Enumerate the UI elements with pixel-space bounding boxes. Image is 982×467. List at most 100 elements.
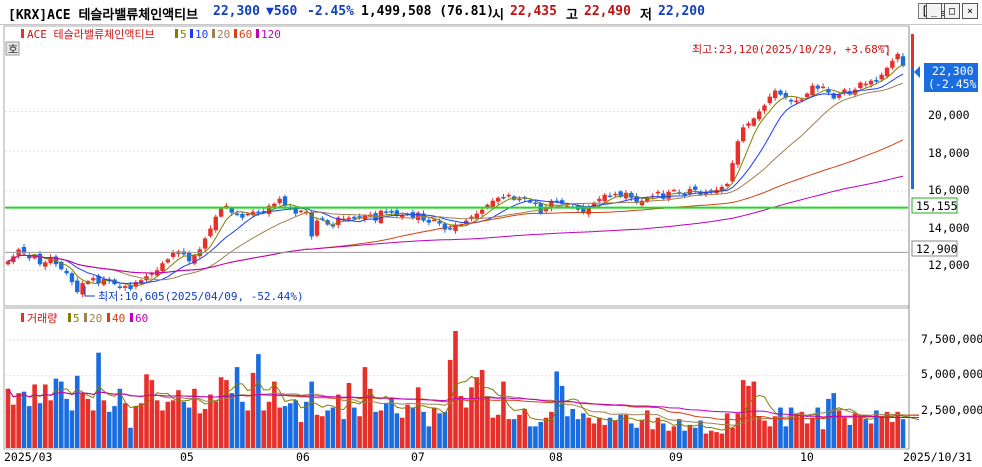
candle-body — [266, 205, 272, 215]
current-price-tag-value: 22,300 — [932, 64, 974, 78]
volume-bar — [655, 417, 661, 448]
volume-bar — [245, 410, 251, 448]
candle-body — [261, 211, 266, 213]
candle-body — [815, 85, 820, 89]
close-button[interactable]: × — [962, 3, 978, 19]
candle-body — [597, 198, 602, 202]
candle-body — [400, 214, 405, 218]
volume-bar — [80, 393, 85, 448]
volume-bar — [671, 426, 677, 448]
candle-body — [282, 196, 288, 206]
candle-body — [634, 196, 639, 203]
price-tick: 14,000 — [928, 221, 970, 235]
candle-body — [778, 90, 783, 95]
candle-body — [117, 286, 123, 289]
volume-bar — [250, 372, 256, 448]
volume-bar — [463, 407, 469, 448]
minimize-button[interactable]: _ — [926, 3, 942, 19]
volume-bar — [639, 420, 645, 448]
candle-body — [43, 262, 48, 267]
volume-ma-lines — [7, 375, 920, 431]
volume-bar — [378, 410, 384, 448]
chart-type-button[interactable] — [5, 41, 20, 56]
candle-body — [767, 96, 773, 104]
volume-bar — [37, 403, 43, 448]
candle-body — [250, 211, 256, 216]
legend-ma10: 10 — [195, 28, 208, 41]
candle-body — [740, 127, 746, 142]
volume-bar — [549, 411, 554, 448]
candle-body — [123, 286, 128, 288]
legend-vma40: 40 — [112, 312, 125, 325]
volume-bar — [762, 420, 767, 448]
volume-bar — [591, 423, 597, 448]
volume-bar — [517, 414, 522, 448]
volume-bar — [575, 419, 581, 448]
candle-body — [559, 200, 565, 204]
volume-bar — [826, 398, 831, 448]
volume-bar — [309, 381, 314, 448]
open-price: 22,435 — [510, 4, 557, 19]
candle-body — [533, 202, 538, 205]
volume-bar — [240, 401, 245, 448]
symbol-name[interactable]: [KRX]ACE 테슬라밸류체인액티브 — [8, 8, 199, 23]
candle-body — [479, 209, 485, 214]
candle-body — [868, 80, 874, 85]
candle-body — [607, 195, 613, 198]
volume-bar — [415, 387, 421, 448]
volume-bar — [794, 413, 799, 448]
legend-vma40-marker — [107, 313, 110, 322]
candle-body — [32, 255, 37, 259]
candle-body — [671, 189, 677, 192]
volume-bar — [895, 411, 900, 448]
volume-bar — [437, 413, 442, 448]
candle-body — [490, 200, 495, 208]
volume-bar — [607, 417, 613, 448]
candle-body — [863, 83, 868, 86]
volume-bar — [298, 422, 304, 448]
volume-bar — [783, 426, 789, 448]
volume-bar — [666, 430, 671, 448]
candle-body — [794, 100, 799, 103]
candle-body — [469, 216, 474, 219]
volume-bar — [117, 388, 123, 448]
open-label: 시 — [492, 8, 504, 23]
volume-bar — [890, 422, 895, 448]
candle-body — [639, 200, 645, 206]
candle-body — [623, 192, 629, 199]
volume-bar — [820, 429, 826, 448]
volume-bar — [602, 424, 607, 448]
volume-bar — [330, 407, 336, 448]
moving-average-lines — [7, 64, 904, 287]
volume-bar — [351, 407, 357, 448]
volume-bar — [154, 400, 160, 448]
volume-bar — [485, 396, 490, 448]
legend-volume-name: 거래량 — [27, 312, 57, 325]
volume-bar — [181, 401, 187, 448]
volume-bar — [474, 377, 480, 448]
volume-bar — [772, 416, 778, 448]
current-price: 22,300 — [213, 4, 260, 19]
maximize-button[interactable]: □ — [944, 3, 960, 19]
volume-bar — [90, 410, 96, 448]
candle-body — [485, 204, 490, 209]
volume-bar — [559, 385, 565, 448]
volume-bar — [421, 411, 426, 448]
legend-candle-marker — [21, 29, 24, 38]
price-panel[interactable] — [3, 25, 910, 307]
candle-body — [128, 285, 133, 290]
volume-bar — [543, 417, 549, 448]
volume-bar — [586, 417, 591, 448]
legend-vma60: 60 — [135, 312, 148, 325]
legend-volume-marker — [21, 313, 24, 322]
candle-body — [751, 118, 757, 126]
support-line-tag — [911, 197, 958, 214]
volume-bar — [442, 411, 448, 448]
x-tick: 08 — [549, 450, 563, 464]
candle-body — [314, 220, 320, 236]
volume-bar — [868, 423, 874, 448]
candle-body — [645, 197, 650, 202]
volume-bar — [842, 417, 847, 448]
